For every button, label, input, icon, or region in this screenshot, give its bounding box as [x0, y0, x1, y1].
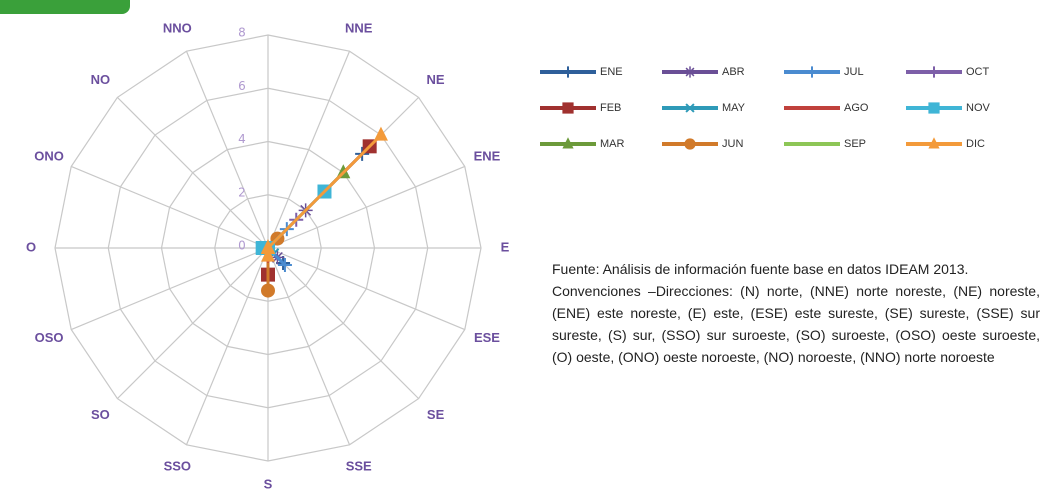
legend-label: MAY: [722, 102, 746, 114]
spoke: [71, 248, 268, 330]
note: Fuente: Análisis de información fuente b…: [552, 258, 1040, 368]
legend-marker: [684, 66, 695, 77]
spoke: [268, 248, 465, 330]
legend-label: FEB: [600, 102, 621, 114]
spoke: [268, 51, 350, 248]
spoke: [268, 248, 350, 445]
category-label: ONO: [34, 149, 64, 164]
data-point: [261, 284, 275, 298]
category-label: E: [501, 239, 510, 254]
legend-label: MAR: [600, 138, 625, 150]
legend-label: AGO: [844, 102, 869, 114]
category-label: SSO: [164, 458, 191, 473]
legend-marker: [928, 66, 939, 77]
spoke: [117, 248, 268, 399]
tick-label: 8: [238, 26, 246, 40]
spoke: [117, 97, 268, 248]
tick-label: 4: [238, 132, 246, 146]
spoke: [186, 51, 268, 248]
legend-label: ENE: [600, 66, 623, 78]
legend-label: NOV: [966, 102, 991, 114]
spoke: [268, 248, 419, 399]
source-note: Fuente: Análisis de información fuente b…: [552, 258, 1040, 280]
category-label: SE: [427, 407, 445, 422]
category-label: S: [264, 476, 273, 489]
category-label: NNE: [345, 20, 373, 35]
series-line: [268, 154, 362, 263]
header-tab: [0, 0, 130, 14]
spoke: [71, 166, 268, 248]
legend-label: DIC: [966, 138, 985, 150]
category-label: O: [26, 239, 36, 254]
legend-marker: [928, 102, 939, 113]
legend-label: JUL: [844, 66, 864, 78]
legend-label: OCT: [966, 66, 990, 78]
category-label: ENE: [474, 149, 501, 164]
category-label: ESE: [474, 330, 500, 345]
category-label: SSE: [346, 458, 372, 473]
category-label: SO: [91, 407, 110, 422]
category-label: NO: [91, 72, 111, 87]
conventions-note: Convenciones –Direcciones: (N) norte, (N…: [552, 280, 1040, 368]
legend-label: SEP: [844, 138, 866, 150]
legend-marker: [806, 66, 817, 77]
spoke: [186, 248, 268, 445]
category-label: OSO: [35, 330, 64, 345]
legend-marker: [684, 138, 695, 149]
category-label: NNO: [163, 20, 192, 35]
legend-marker: [562, 66, 573, 77]
legend-label: ABR: [722, 66, 745, 78]
category-label: NE: [427, 72, 445, 87]
spoke: [268, 166, 465, 248]
tick-label: 0: [238, 239, 246, 253]
data-point: [374, 127, 388, 141]
tick-label: 6: [238, 79, 246, 93]
tick-label: 2: [238, 185, 246, 199]
legend-marker: [562, 102, 573, 113]
legend-label: JUN: [722, 138, 743, 150]
